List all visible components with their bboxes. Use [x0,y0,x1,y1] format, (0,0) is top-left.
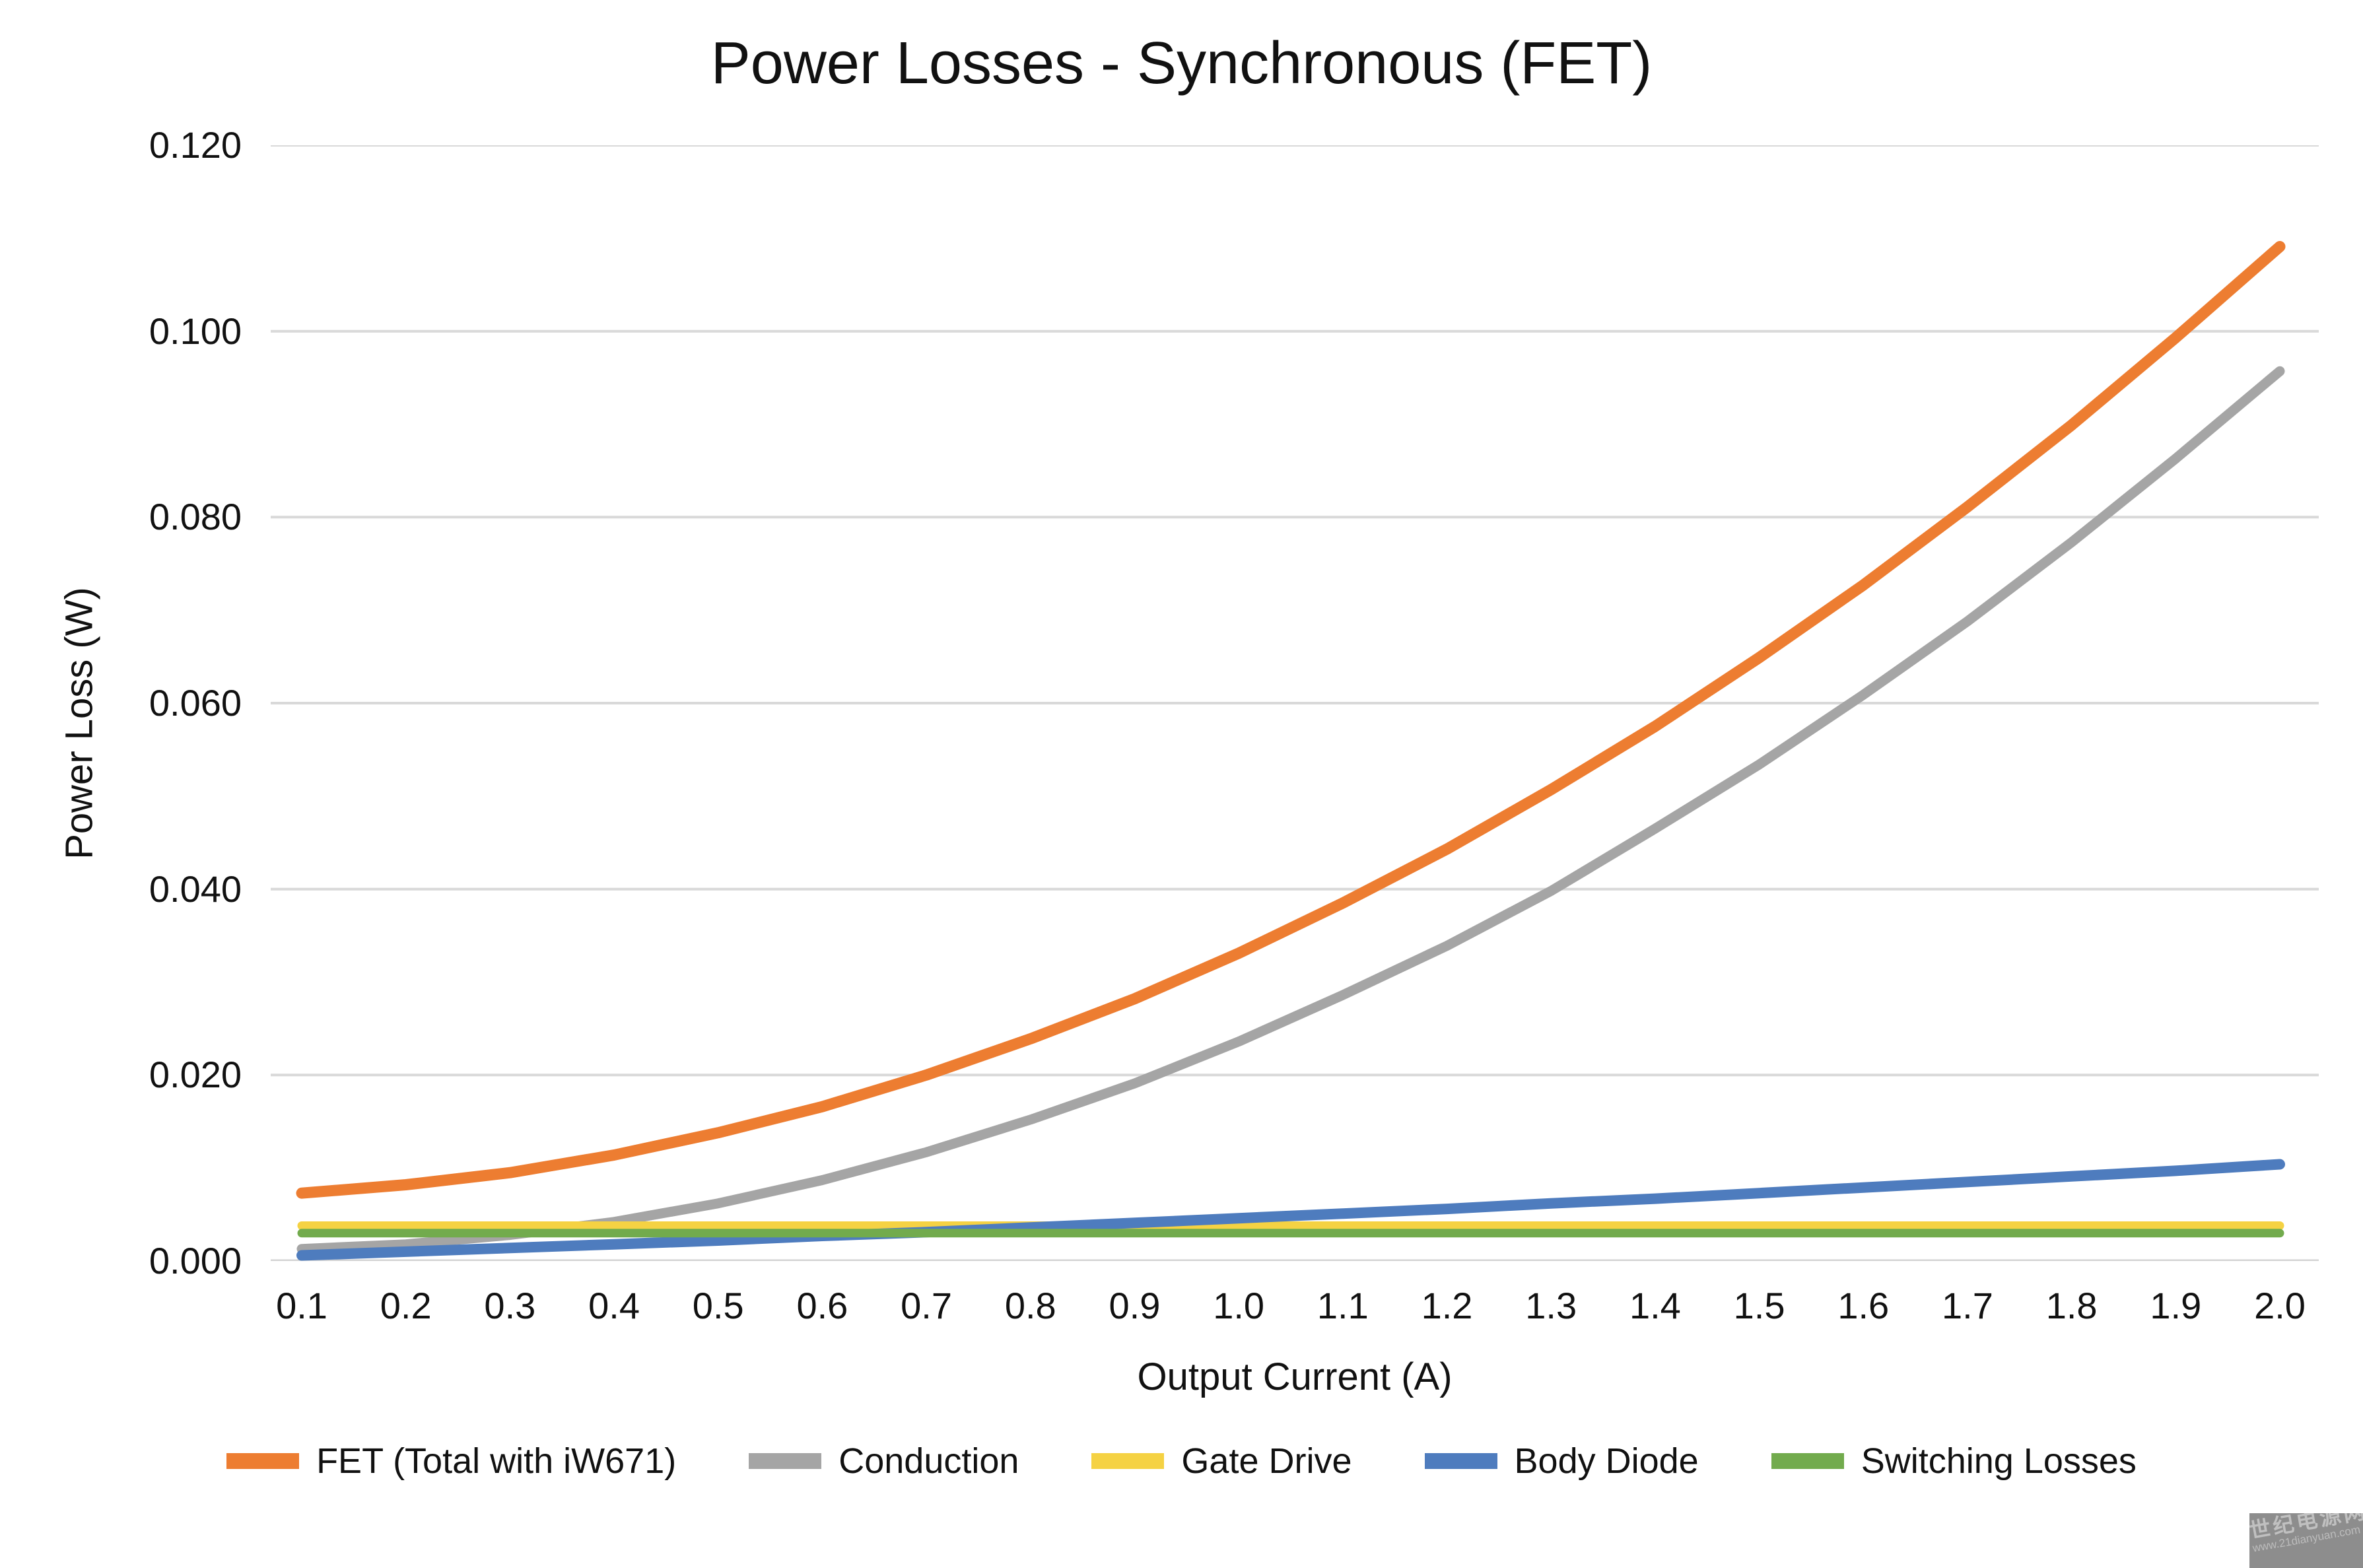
legend-item-switching-losses: Switching Losses [1771,1441,2137,1482]
x-tick-label: 0.8 [1004,1285,1056,1326]
x-axis-title: Output Current (A) [1137,1355,1453,1398]
x-tick-label: 1.7 [1942,1285,1993,1326]
plot-svg [271,145,2319,1261]
legend-swatch [1424,1453,1497,1469]
x-tick-label: 0.6 [796,1285,848,1326]
legend-item-body-diode: Body Diode [1424,1441,1699,1482]
series-line-body-diode [296,1159,2285,1261]
watermark: 世纪电源网 www.21dianyuan.com [2249,1513,2363,1568]
x-tick-label: 0.7 [901,1285,953,1326]
legend-item-gate-drive: Gate Drive [1091,1441,1352,1482]
x-tick-label: 1.4 [1629,1285,1681,1326]
x-tick-label: 1.1 [1317,1285,1369,1326]
series-line-fet-total-with-iw671- [296,241,2286,1199]
legend-label: Body Diode [1514,1441,1699,1481]
x-tick-label: 1.9 [2150,1285,2202,1326]
x-tick-label: 0.3 [484,1285,536,1326]
y-tick-label: 0.020 [149,1054,242,1096]
legend: FET (Total with iW671) Conduction Gate Dri… [0,1431,2363,1491]
y-tick-label: 0.120 [149,124,242,166]
x-tick-label: 1.2 [1421,1285,1473,1326]
watermark-text: 世纪电源网 www.21dianyuan.com [2249,1513,2363,1555]
legend-label: Conduction [839,1441,1019,1481]
x-tick-label: 0.1 [276,1285,327,1326]
legend-label: Gate Drive [1181,1441,1352,1481]
y-tick-label: 0.040 [149,868,242,910]
legend-item-fet-total-with-iw671-: FET (Total with iW671) [226,1441,676,1482]
y-tick-label: 0.060 [149,682,242,724]
plot-area [271,145,2319,1261]
x-tick-label: 1.6 [1837,1285,1890,1326]
legend-swatch [1091,1453,1165,1469]
legend-swatch [749,1453,822,1469]
legend-label: Switching Losses [1861,1441,2137,1481]
legend-swatch [226,1453,300,1469]
x-tick-label: 1.3 [1525,1285,1577,1326]
y-tick-label: 0.080 [149,496,242,538]
x-tick-label: 1.5 [1733,1285,1785,1326]
legend-item-conduction: Conduction [749,1441,1019,1482]
x-tick-label: 1.8 [2045,1285,2098,1326]
x-tick-label: 0.9 [1109,1285,1161,1326]
chart-title: Power Losses - Synchronous (FET) [710,30,1653,96]
legend-label: FET (Total with iW671) [316,1441,677,1481]
x-tick-label: 2.0 [2254,1285,2306,1326]
y-tick-label: 0.100 [149,310,242,352]
x-tick-label: 0.5 [692,1285,744,1326]
series-line-conduction [296,366,2285,1254]
legend-swatch [1771,1453,1844,1469]
x-tick-label: 0.4 [588,1285,640,1326]
x-tick-label: 1.0 [1213,1285,1265,1326]
x-tick-label: 0.2 [380,1285,432,1326]
y-tick-label: 0.000 [149,1240,242,1281]
